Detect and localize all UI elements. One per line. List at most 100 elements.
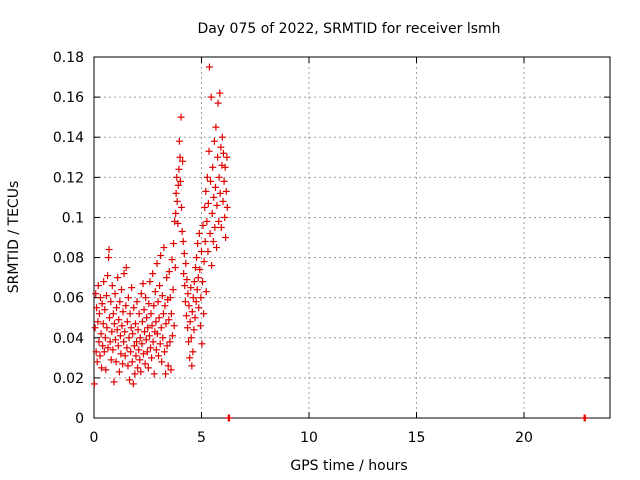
x-tick-label: 10: [300, 430, 318, 446]
data-point: [111, 290, 119, 298]
data-point: [199, 278, 207, 286]
data-point: [222, 187, 230, 195]
data-point: [211, 183, 219, 191]
data-point: [216, 189, 224, 197]
data-point: [104, 272, 112, 280]
data-point: [124, 294, 132, 302]
data-point: [137, 368, 145, 376]
data-point: [117, 350, 125, 358]
data-point: [153, 260, 161, 268]
data-point: [213, 201, 221, 209]
data-point: [170, 322, 178, 330]
data-point: [174, 219, 182, 227]
data-point: [201, 238, 209, 246]
data-point: [121, 328, 129, 336]
data-point: [138, 318, 146, 326]
data-point: [141, 360, 149, 368]
data-point: [132, 352, 140, 360]
data-point: [200, 258, 208, 266]
data-point: [215, 217, 223, 225]
data-point: [112, 336, 119, 344]
data-point: [94, 318, 102, 326]
data-point: [127, 324, 135, 332]
data-point: [187, 284, 195, 292]
data-point: [216, 89, 224, 97]
data-point: [581, 414, 589, 422]
data-point: [193, 254, 201, 262]
data-point: [207, 93, 215, 101]
x-tick-label: 0: [90, 430, 99, 446]
data-point: [213, 244, 221, 252]
data-point: [195, 304, 203, 312]
data-point: [186, 318, 194, 326]
data-point: [123, 344, 131, 352]
data-point: [223, 153, 231, 161]
data-point: [142, 294, 150, 302]
data-point: [133, 298, 141, 306]
y-tick-label: 0.06: [53, 291, 84, 307]
data-point: [103, 324, 111, 332]
data-point: [129, 330, 137, 338]
data-point: [187, 334, 195, 342]
data-point: [202, 187, 210, 195]
data-point: [122, 302, 130, 310]
data-point: [112, 358, 120, 366]
data-point: [167, 366, 175, 374]
data-point: [104, 344, 112, 352]
data-point: [151, 288, 159, 296]
data-point: [105, 246, 113, 254]
data-point: [214, 153, 222, 161]
data-point: [131, 320, 139, 328]
data-point: [204, 248, 212, 256]
data-point: [162, 370, 170, 378]
data-point: [161, 348, 169, 356]
data-point: [102, 292, 110, 300]
data-point: [217, 223, 225, 231]
data-point: [116, 332, 124, 340]
data-point: [148, 354, 156, 362]
data-point: [131, 370, 139, 378]
data-point: [123, 318, 131, 326]
data-point: [96, 352, 104, 360]
data-point: [167, 310, 175, 318]
data-point: [119, 360, 127, 368]
data-point: [147, 310, 155, 318]
data-point: [219, 197, 227, 205]
data-point: [148, 322, 156, 330]
data-point: [169, 286, 177, 294]
data-point: [144, 364, 152, 372]
data-point: [203, 173, 211, 181]
data-point: [202, 288, 210, 296]
data-point: [124, 362, 132, 370]
data-point: [157, 324, 165, 332]
data-point: [150, 370, 158, 378]
data-point: [161, 302, 169, 310]
data-point: [219, 149, 227, 157]
data-point: [162, 320, 170, 328]
data-point: [190, 278, 198, 286]
data-point: [149, 270, 157, 278]
x-axis-label: GPS time / hours: [290, 458, 407, 474]
data-point: [135, 310, 143, 318]
data-point: [120, 270, 128, 278]
data-point: [174, 181, 182, 189]
data-point: [130, 342, 138, 350]
data-point: [101, 306, 109, 314]
data-point: [128, 284, 136, 292]
data-point: [157, 252, 165, 260]
data-point: [208, 262, 216, 270]
data-point: [128, 358, 136, 366]
data-point: [121, 352, 129, 360]
data-point: [176, 153, 184, 161]
data-point: [183, 276, 191, 284]
data-point: [218, 133, 226, 141]
data-point: [173, 197, 181, 205]
data-point: [107, 356, 115, 364]
data-point: [172, 209, 180, 217]
data-point: [109, 310, 117, 318]
data-point: [105, 254, 113, 262]
data-point: [159, 334, 167, 342]
data-point: [180, 250, 188, 258]
data-point: [145, 300, 153, 308]
y-axis-label: SRMTID / TECUs: [6, 181, 22, 294]
